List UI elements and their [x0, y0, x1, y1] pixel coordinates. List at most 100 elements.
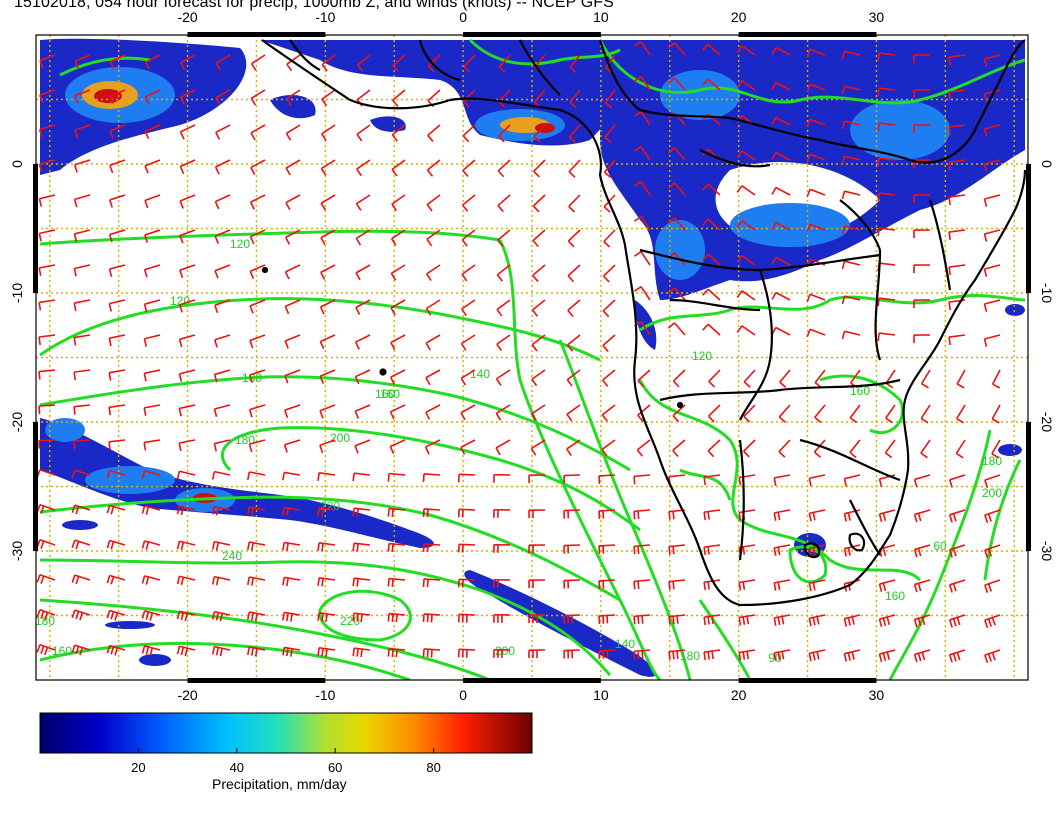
wind-barb	[317, 471, 336, 481]
contour-label: 180	[242, 371, 262, 385]
wind-barb	[317, 611, 336, 622]
frame-bar	[738, 32, 877, 37]
wind-barb	[424, 439, 441, 455]
wind-barb	[601, 404, 616, 422]
contour-label: 180	[680, 649, 700, 663]
wind-barb	[948, 474, 966, 488]
wind-barb	[598, 614, 616, 624]
wind-barb	[531, 299, 546, 317]
wind-barb	[708, 369, 721, 388]
wind-barb	[284, 299, 301, 315]
contour-label: 160	[380, 387, 400, 401]
wind-barb	[493, 473, 511, 483]
wind-barb	[391, 124, 406, 142]
lon-tick-label-bottom: 0	[459, 687, 467, 703]
wind-barb	[214, 159, 231, 175]
wind-barb	[885, 404, 896, 424]
wind-barb	[282, 646, 301, 657]
wind-barb	[355, 229, 371, 246]
wind-barb	[73, 439, 91, 450]
wind-barb	[773, 509, 791, 521]
wind-barb	[841, 295, 861, 305]
wind-barb	[391, 159, 406, 177]
wind-barb	[320, 264, 336, 280]
wind-barb	[143, 264, 161, 278]
wind-barb	[73, 299, 91, 312]
wind-barb	[71, 504, 91, 515]
wind-barb	[806, 118, 826, 128]
wind-barb	[843, 474, 861, 487]
wind-barb	[603, 159, 616, 178]
wind-barb	[806, 328, 826, 338]
wind-barb	[913, 509, 931, 523]
wind-barb	[885, 369, 896, 389]
wind-barb	[913, 89, 931, 99]
wind-barb	[983, 54, 1001, 67]
wind-barb	[355, 264, 371, 281]
wind-barb	[39, 54, 56, 69]
wind-barb	[317, 646, 336, 657]
wind-barb	[738, 509, 756, 521]
wind-barb	[984, 614, 1001, 629]
wind-barb	[355, 299, 371, 315]
wind-barb	[180, 54, 196, 71]
wind-barb	[913, 649, 931, 663]
wind-barb	[878, 579, 896, 592]
wind-barb	[285, 89, 301, 106]
wind-barb	[634, 216, 651, 231]
wind-barb	[983, 89, 1001, 102]
wind-barb	[285, 194, 301, 211]
wind-barb	[389, 369, 406, 385]
wind-barb	[983, 194, 1001, 207]
wind-barb	[877, 87, 896, 97]
wind-barb	[317, 541, 336, 552]
wind-barb	[215, 54, 231, 71]
contour-label: 200	[495, 644, 515, 658]
wind-barb	[108, 404, 126, 416]
wind-barb	[948, 579, 966, 593]
wind-barb	[808, 474, 826, 487]
wind-barb	[602, 299, 616, 318]
wind-barb	[736, 325, 756, 336]
wind-barb	[738, 614, 756, 626]
wind-barb	[913, 614, 931, 628]
wind-barb	[843, 649, 861, 662]
wind-barb	[568, 124, 581, 143]
wind-barb	[320, 229, 336, 246]
wind-barb	[531, 404, 546, 421]
wind-barb	[567, 299, 581, 318]
wind-barb	[178, 439, 196, 452]
wind-barb	[878, 474, 896, 487]
precipitation-field	[40, 38, 1025, 677]
wind-barb	[214, 264, 231, 279]
wind-barb	[667, 322, 686, 336]
wind-barb	[352, 647, 371, 658]
wind-barb	[285, 229, 301, 245]
wind-barb	[667, 77, 686, 91]
wind-barb	[771, 151, 791, 161]
wind-barb	[668, 579, 686, 590]
wind-barb	[106, 539, 126, 550]
wind-barb	[567, 264, 581, 283]
wind-barb	[179, 229, 196, 244]
wind-barb	[528, 509, 546, 519]
wind-barb	[948, 264, 966, 276]
wind-barb	[493, 648, 511, 658]
wind-barb	[984, 544, 1001, 559]
wind-barb	[493, 543, 511, 553]
geopotential-contours	[39, 38, 1026, 680]
wind-barb	[211, 645, 231, 657]
wind-barb	[598, 649, 616, 659]
wind-barb	[144, 194, 161, 209]
wind-barb	[913, 579, 931, 593]
wind-barb	[668, 544, 686, 555]
wind-barb	[634, 76, 651, 91]
wind-barb	[144, 89, 161, 105]
wind-barb	[948, 194, 966, 206]
wind-barb	[668, 474, 686, 485]
wind-barb	[913, 474, 931, 488]
wind-barb	[843, 614, 861, 627]
wind-barb	[320, 159, 336, 176]
wind-barb	[878, 614, 896, 627]
wind-barb	[948, 89, 966, 101]
